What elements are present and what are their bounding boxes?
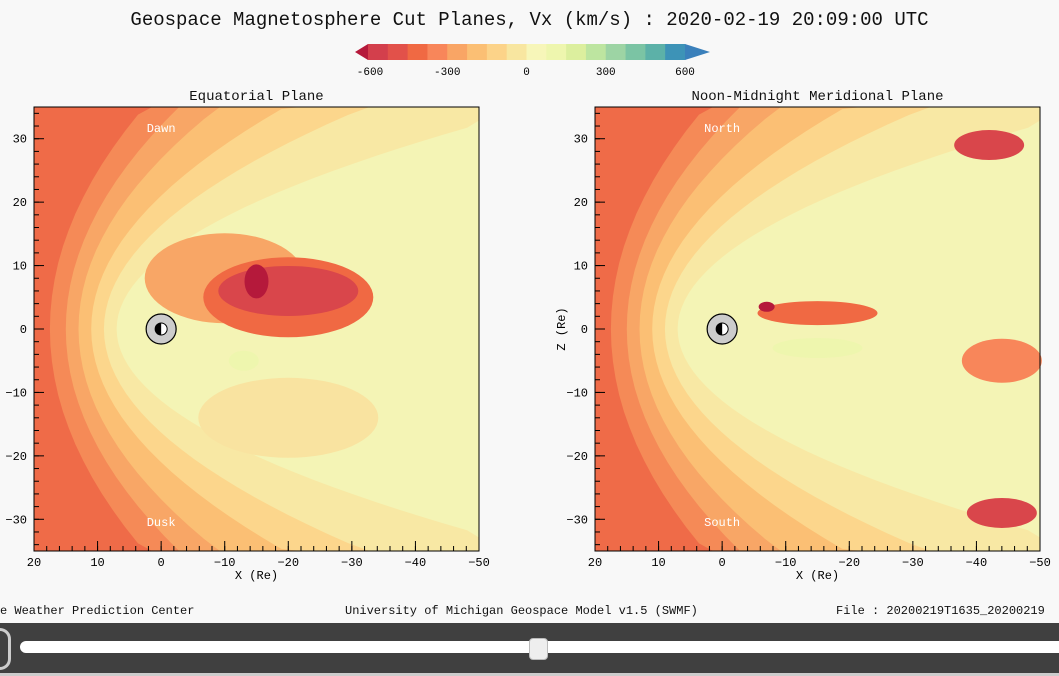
y-tick-label: −20 bbox=[566, 450, 588, 464]
y-tick-label: 0 bbox=[20, 323, 27, 337]
contour-band bbox=[244, 264, 269, 299]
footer-left: e Weather Prediction Center bbox=[0, 604, 195, 618]
x-tick-label: −50 bbox=[1029, 556, 1051, 570]
contour-band bbox=[198, 377, 379, 458]
region-label-top: North bbox=[704, 122, 740, 136]
meridional-plane-plot: 20 10 0 −10 −20 −30 −40 −50 30 20 10 0 −10 −20 −30 X (R… bbox=[555, 106, 1051, 583]
y-tick-label: −20 bbox=[5, 450, 27, 464]
colorbar-max-arrow bbox=[685, 44, 710, 60]
x-tick-label: 0 bbox=[158, 556, 165, 570]
colorbar-bin bbox=[506, 44, 527, 60]
colorbar-bin bbox=[585, 44, 607, 60]
colorbar-tick-label: -300 bbox=[434, 67, 460, 79]
colorbar-min-arrow bbox=[355, 44, 368, 60]
region-label-bottom: South bbox=[704, 516, 740, 530]
colorbar: -600 -300 0 300 600 bbox=[355, 44, 710, 79]
contour-band bbox=[218, 265, 359, 316]
colorbar-tick-label: 600 bbox=[675, 67, 695, 79]
colorbar-bin bbox=[566, 44, 587, 60]
x-tick-label: −20 bbox=[277, 556, 299, 570]
colorbar-bin bbox=[368, 44, 389, 60]
x-tick-label: 10 bbox=[90, 556, 104, 570]
equatorial-plane-plot: 20 10 0 −10 −20 −30 −40 −50 30 20 10 0 −10 −20 −30 X (R… bbox=[5, 106, 490, 583]
x-tick-label: −20 bbox=[838, 556, 860, 570]
colorbar-bin bbox=[467, 44, 488, 60]
colorbar-bin bbox=[447, 44, 468, 60]
colorbar-bin bbox=[486, 44, 508, 60]
y-tick-label: 30 bbox=[13, 133, 27, 147]
x-tick-label: −30 bbox=[902, 556, 924, 570]
x-tick-label: −10 bbox=[775, 556, 797, 570]
colorbar-tick-label: 0 bbox=[523, 67, 530, 79]
colorbar-bin bbox=[407, 44, 428, 60]
colorbar-bin bbox=[387, 44, 409, 60]
y-tick-label: −30 bbox=[5, 513, 27, 527]
y-tick-label: 20 bbox=[574, 196, 588, 210]
region-label-top: Dawn bbox=[147, 122, 176, 136]
panel-title-meridional: Noon-Midnight Meridional Plane bbox=[691, 89, 944, 105]
footer-center: University of Michigan Geospace Model v1… bbox=[345, 604, 698, 618]
contour-band bbox=[757, 301, 878, 326]
y-tick-label: −10 bbox=[5, 386, 27, 400]
x-tick-label: 20 bbox=[588, 556, 602, 570]
colorbar-bin bbox=[605, 44, 627, 60]
colorbar-bin bbox=[427, 44, 448, 60]
x-tick-label: −10 bbox=[214, 556, 236, 570]
x-axis-label: X (Re) bbox=[235, 569, 278, 583]
x-tick-label: −50 bbox=[468, 556, 490, 570]
field bbox=[595, 107, 1042, 551]
x-axis-label: X (Re) bbox=[796, 569, 839, 583]
y-tick-label: 10 bbox=[574, 260, 588, 274]
earth-icon bbox=[145, 313, 177, 345]
y-axis-label: Z (Re) bbox=[555, 307, 569, 350]
y-tick-label: 10 bbox=[13, 260, 27, 274]
contour-band bbox=[961, 338, 1042, 383]
x-tick-label: −40 bbox=[966, 556, 988, 570]
y-tick-label: 30 bbox=[574, 133, 588, 147]
x-tick-label: 0 bbox=[719, 556, 726, 570]
colorbar-bin bbox=[665, 44, 686, 60]
colorbar-bin bbox=[645, 44, 666, 60]
x-tick-label: −30 bbox=[341, 556, 363, 570]
contour-band bbox=[758, 301, 775, 312]
colorbar-bin bbox=[546, 44, 567, 60]
earth-icon bbox=[706, 313, 738, 345]
region-label-bottom: Dusk bbox=[147, 516, 176, 530]
footer-file: File : 20200219T1635_20200219 bbox=[836, 604, 1045, 618]
colorbar-tick-label: -600 bbox=[357, 67, 383, 79]
slider-thumb[interactable] bbox=[528, 638, 548, 660]
colorbar-bin bbox=[526, 44, 547, 60]
earth-night-side bbox=[716, 323, 723, 335]
x-tick-label: −40 bbox=[405, 556, 427, 570]
x-tick-label: 10 bbox=[651, 556, 665, 570]
contour-band bbox=[677, 113, 1040, 545]
y-tick-label: 0 bbox=[581, 323, 588, 337]
x-tick-label: 20 bbox=[27, 556, 41, 570]
panel-title-equatorial: Equatorial Plane bbox=[189, 89, 324, 105]
y-tick-label: −10 bbox=[566, 386, 588, 400]
contour-band bbox=[228, 350, 259, 371]
colorbar-tick-label: 300 bbox=[596, 67, 616, 79]
play-button[interactable] bbox=[0, 628, 11, 670]
bottom-strip bbox=[0, 673, 1059, 676]
colorbar-bin bbox=[625, 44, 646, 60]
contour-band bbox=[954, 130, 1025, 161]
y-tick-label: −30 bbox=[566, 513, 588, 527]
chart-title: Geospace Magnetosphere Cut Planes, Vx (k… bbox=[130, 9, 929, 31]
field bbox=[34, 107, 480, 551]
contour-band bbox=[772, 338, 863, 359]
contour-band bbox=[966, 497, 1037, 528]
y-tick-label: 20 bbox=[13, 196, 27, 210]
earth-night-side bbox=[155, 323, 162, 335]
